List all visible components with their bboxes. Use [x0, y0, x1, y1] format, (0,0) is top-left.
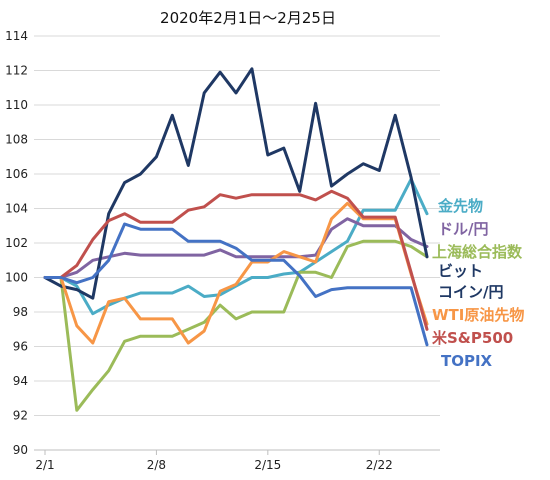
y-tick-label: 112	[5, 64, 28, 78]
y-tick-label: 110	[5, 98, 28, 112]
series-lines	[43, 67, 429, 412]
y-tick-label: 106	[5, 167, 28, 181]
legend-entry: ドル/円	[438, 220, 488, 238]
legend-entry: WTI原油先物	[432, 306, 524, 324]
legend-entry: ビットコイン/円	[438, 262, 503, 301]
x-tick-label: 2/22	[366, 458, 393, 472]
x-axis-ticks: 2/1 2/8 2/15 2/22	[35, 458, 392, 472]
chart-title: 2020年2月1日～2月25日	[160, 9, 336, 27]
y-tick-label: 98	[13, 305, 28, 319]
x-tick-label: 2/8	[147, 458, 166, 472]
x-tick-label: 2/1	[35, 458, 54, 472]
y-tick-label: 92	[13, 409, 28, 423]
legend-entry: TOPIX	[441, 352, 493, 370]
gridlines	[34, 35, 440, 455]
y-tick-label: 102	[5, 236, 28, 250]
legend-entry: 金先物	[437, 197, 483, 215]
series-line-7	[43, 222, 429, 347]
y-tick-label: 104	[5, 202, 28, 216]
x-tick-label: 2/15	[254, 458, 281, 472]
y-tick-label: 114	[5, 29, 28, 43]
y-tick-label: 100	[5, 271, 28, 285]
legend-entry: 上海総合指数	[432, 243, 523, 261]
series-line-3	[43, 239, 429, 412]
y-axis-ticks: 90 92 94 96 98 100 102 104 106 108 110 112 114	[5, 29, 28, 457]
y-tick-label: 90	[13, 443, 28, 457]
series-line-6	[43, 189, 429, 331]
series-line-4	[43, 67, 429, 300]
legend-entry: 米S&P500	[432, 329, 513, 347]
y-tick-label: 94	[13, 374, 28, 388]
y-tick-label: 108	[5, 133, 28, 147]
y-tick-label: 96	[13, 340, 28, 354]
series-line-5	[43, 201, 429, 345]
